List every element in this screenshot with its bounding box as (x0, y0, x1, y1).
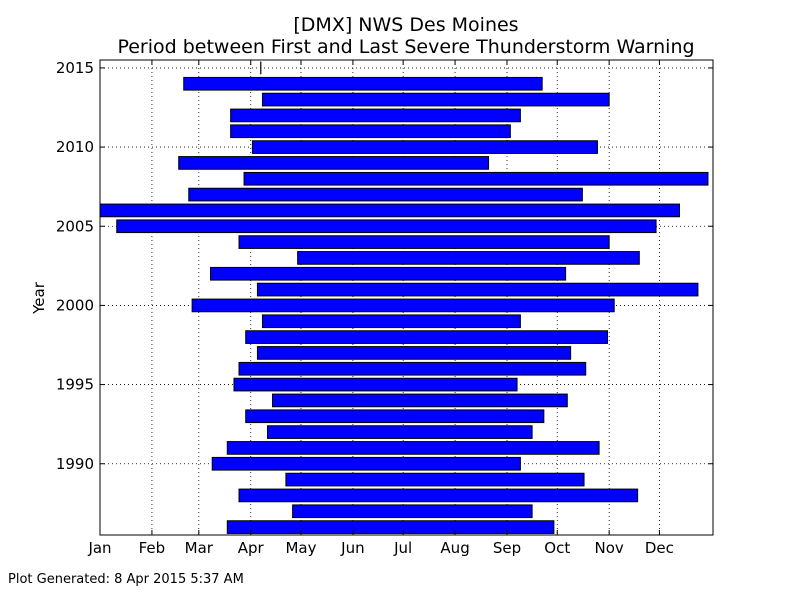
bar-2006 (99, 203, 681, 218)
y-tick-label: 2005 (56, 217, 94, 235)
bar-2012 (230, 108, 521, 123)
bar-2005 (116, 219, 657, 234)
bar-2013 (261, 92, 610, 107)
bar-1987 (292, 504, 533, 519)
y-tick-label: 1995 (56, 376, 94, 394)
x-tick-label: Jan (87, 539, 111, 557)
bar-2011 (230, 124, 511, 139)
y-tick-label: 2000 (56, 296, 94, 314)
bars (99, 76, 709, 534)
bar-2009 (178, 156, 490, 170)
x-tick-label: Dec (645, 539, 674, 557)
bar-1989 (285, 472, 585, 487)
bar-1992 (266, 425, 533, 439)
bar-2008 (243, 171, 709, 186)
bar-1996 (238, 361, 587, 376)
bar-2001 (256, 282, 699, 297)
bar-2000 (191, 298, 615, 313)
y-tick-label: 1990 (56, 455, 94, 473)
ticks: Jan Feb Mar Apr May Jun Jul Aug Sep Oct Nov Dec 1990… (56, 59, 713, 557)
x-tick-label: Aug (440, 539, 469, 557)
bar-2014 (183, 76, 543, 91)
bar-1999 (261, 314, 521, 329)
y-tick-label: 2010 (56, 138, 94, 156)
x-tick-label: Feb (139, 539, 166, 557)
bar-1991 (226, 441, 600, 455)
y-tick-label: 2015 (56, 59, 94, 77)
y-axis-label: Year (30, 281, 48, 315)
bar-1995 (233, 377, 518, 392)
x-tick-label: May (285, 539, 316, 557)
x-tick-label: Mar (185, 539, 214, 557)
x-tick-label: Jul (393, 539, 412, 557)
chart-title: [DMX] NWS Des Moines (293, 14, 518, 36)
x-tick-label: Nov (595, 539, 624, 557)
bar-2002 (210, 266, 567, 281)
bar-1993 (245, 409, 545, 424)
x-tick-label: Jun (340, 539, 364, 557)
chart-subtitle: Period between First and Last Severe Thu… (117, 36, 694, 58)
bar-2007 (188, 187, 583, 202)
x-tick-label: Apr (238, 539, 265, 557)
bar-2004 (238, 235, 610, 249)
bar-2003 (297, 251, 640, 265)
bar-1988 (238, 488, 639, 503)
bar-2010 (251, 140, 598, 154)
plot-frame (99, 59, 714, 536)
bar-1998 (245, 330, 608, 344)
bar-1997 (256, 346, 572, 360)
plot-generated-text: Plot Generated: 8 Apr 2015 5:37 AM (8, 572, 244, 587)
bar-1994 (272, 393, 568, 408)
bar-1990 (211, 456, 521, 471)
x-tick-label: Sep (493, 539, 521, 557)
x-tick-label: Oct (544, 539, 570, 557)
bar-1986 (226, 520, 555, 534)
